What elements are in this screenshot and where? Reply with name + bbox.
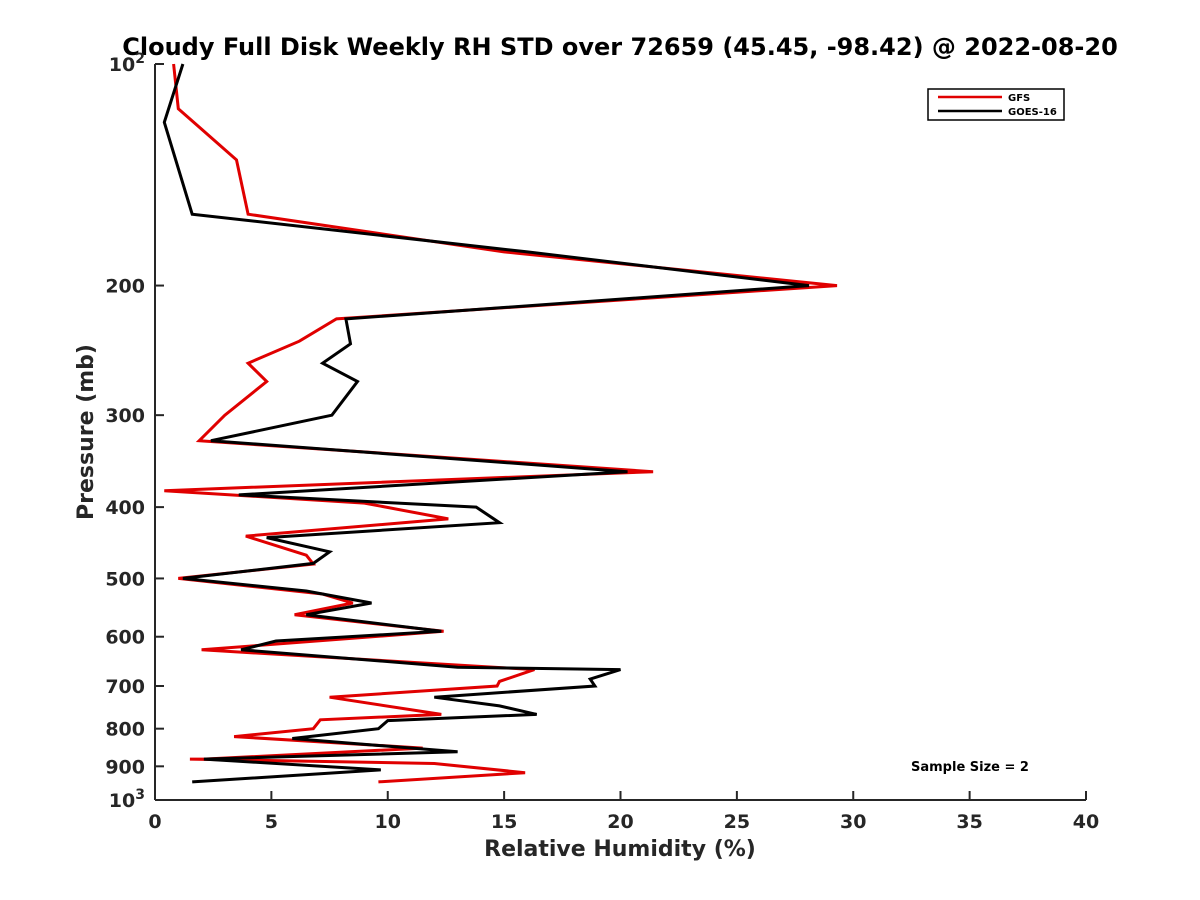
y-tick-label: 103 — [109, 787, 145, 812]
y-tick-label: 300 — [105, 405, 145, 427]
x-tick-label: 40 — [1073, 811, 1099, 833]
series-line-gfs — [164, 63, 838, 784]
plot-area: 0 5 10 15 20 25 30 35 40 10220030040050060070080… — [105, 51, 1099, 833]
x-tick-label: 5 — [265, 811, 278, 833]
chart-title: Cloudy Full Disk Weekly RH STD over 7265… — [122, 33, 1118, 61]
x-tick-label: 30 — [840, 811, 866, 833]
legend-label-goes16: GOES-16 — [1008, 107, 1057, 118]
y-tick-label: 600 — [105, 627, 145, 649]
y-tick-label: 700 — [105, 676, 145, 698]
legend-label-gfs: GFS — [1008, 93, 1030, 104]
y-tick-base: 10 — [109, 54, 135, 76]
y-tick-label: 800 — [105, 719, 145, 741]
series-layer — [162, 63, 838, 784]
x-tick-label: 35 — [956, 811, 982, 833]
x-tick-label: 10 — [375, 811, 401, 833]
sample-size-annotation: Sample Size = 2 — [911, 760, 1029, 775]
legend: GFS GOES-16 — [927, 88, 1065, 121]
x-axis-label: Relative Humidity (%) — [484, 837, 756, 862]
y-tick-base: 10 — [109, 790, 135, 812]
x-tick-label: 25 — [724, 811, 750, 833]
y-tick-label: 400 — [105, 497, 145, 519]
legend-box — [927, 88, 1065, 121]
y-tick-label: 102 — [109, 51, 145, 76]
y-tick-exponent: 3 — [135, 787, 145, 803]
x-ticks: 0 5 10 15 20 25 30 35 40 — [148, 791, 1099, 833]
series-line-goes16 — [162, 63, 810, 784]
y-tick-label: 900 — [105, 756, 145, 778]
y-tick-exponent: 2 — [135, 51, 145, 67]
x-tick-label: 20 — [607, 811, 633, 833]
y-axis-label: Pressure (mb) — [74, 344, 99, 520]
x-tick-label: 15 — [491, 811, 517, 833]
y-tick-label: 200 — [105, 276, 145, 298]
x-tick-label: 0 — [148, 811, 161, 833]
y-tick-label: 500 — [105, 568, 145, 590]
